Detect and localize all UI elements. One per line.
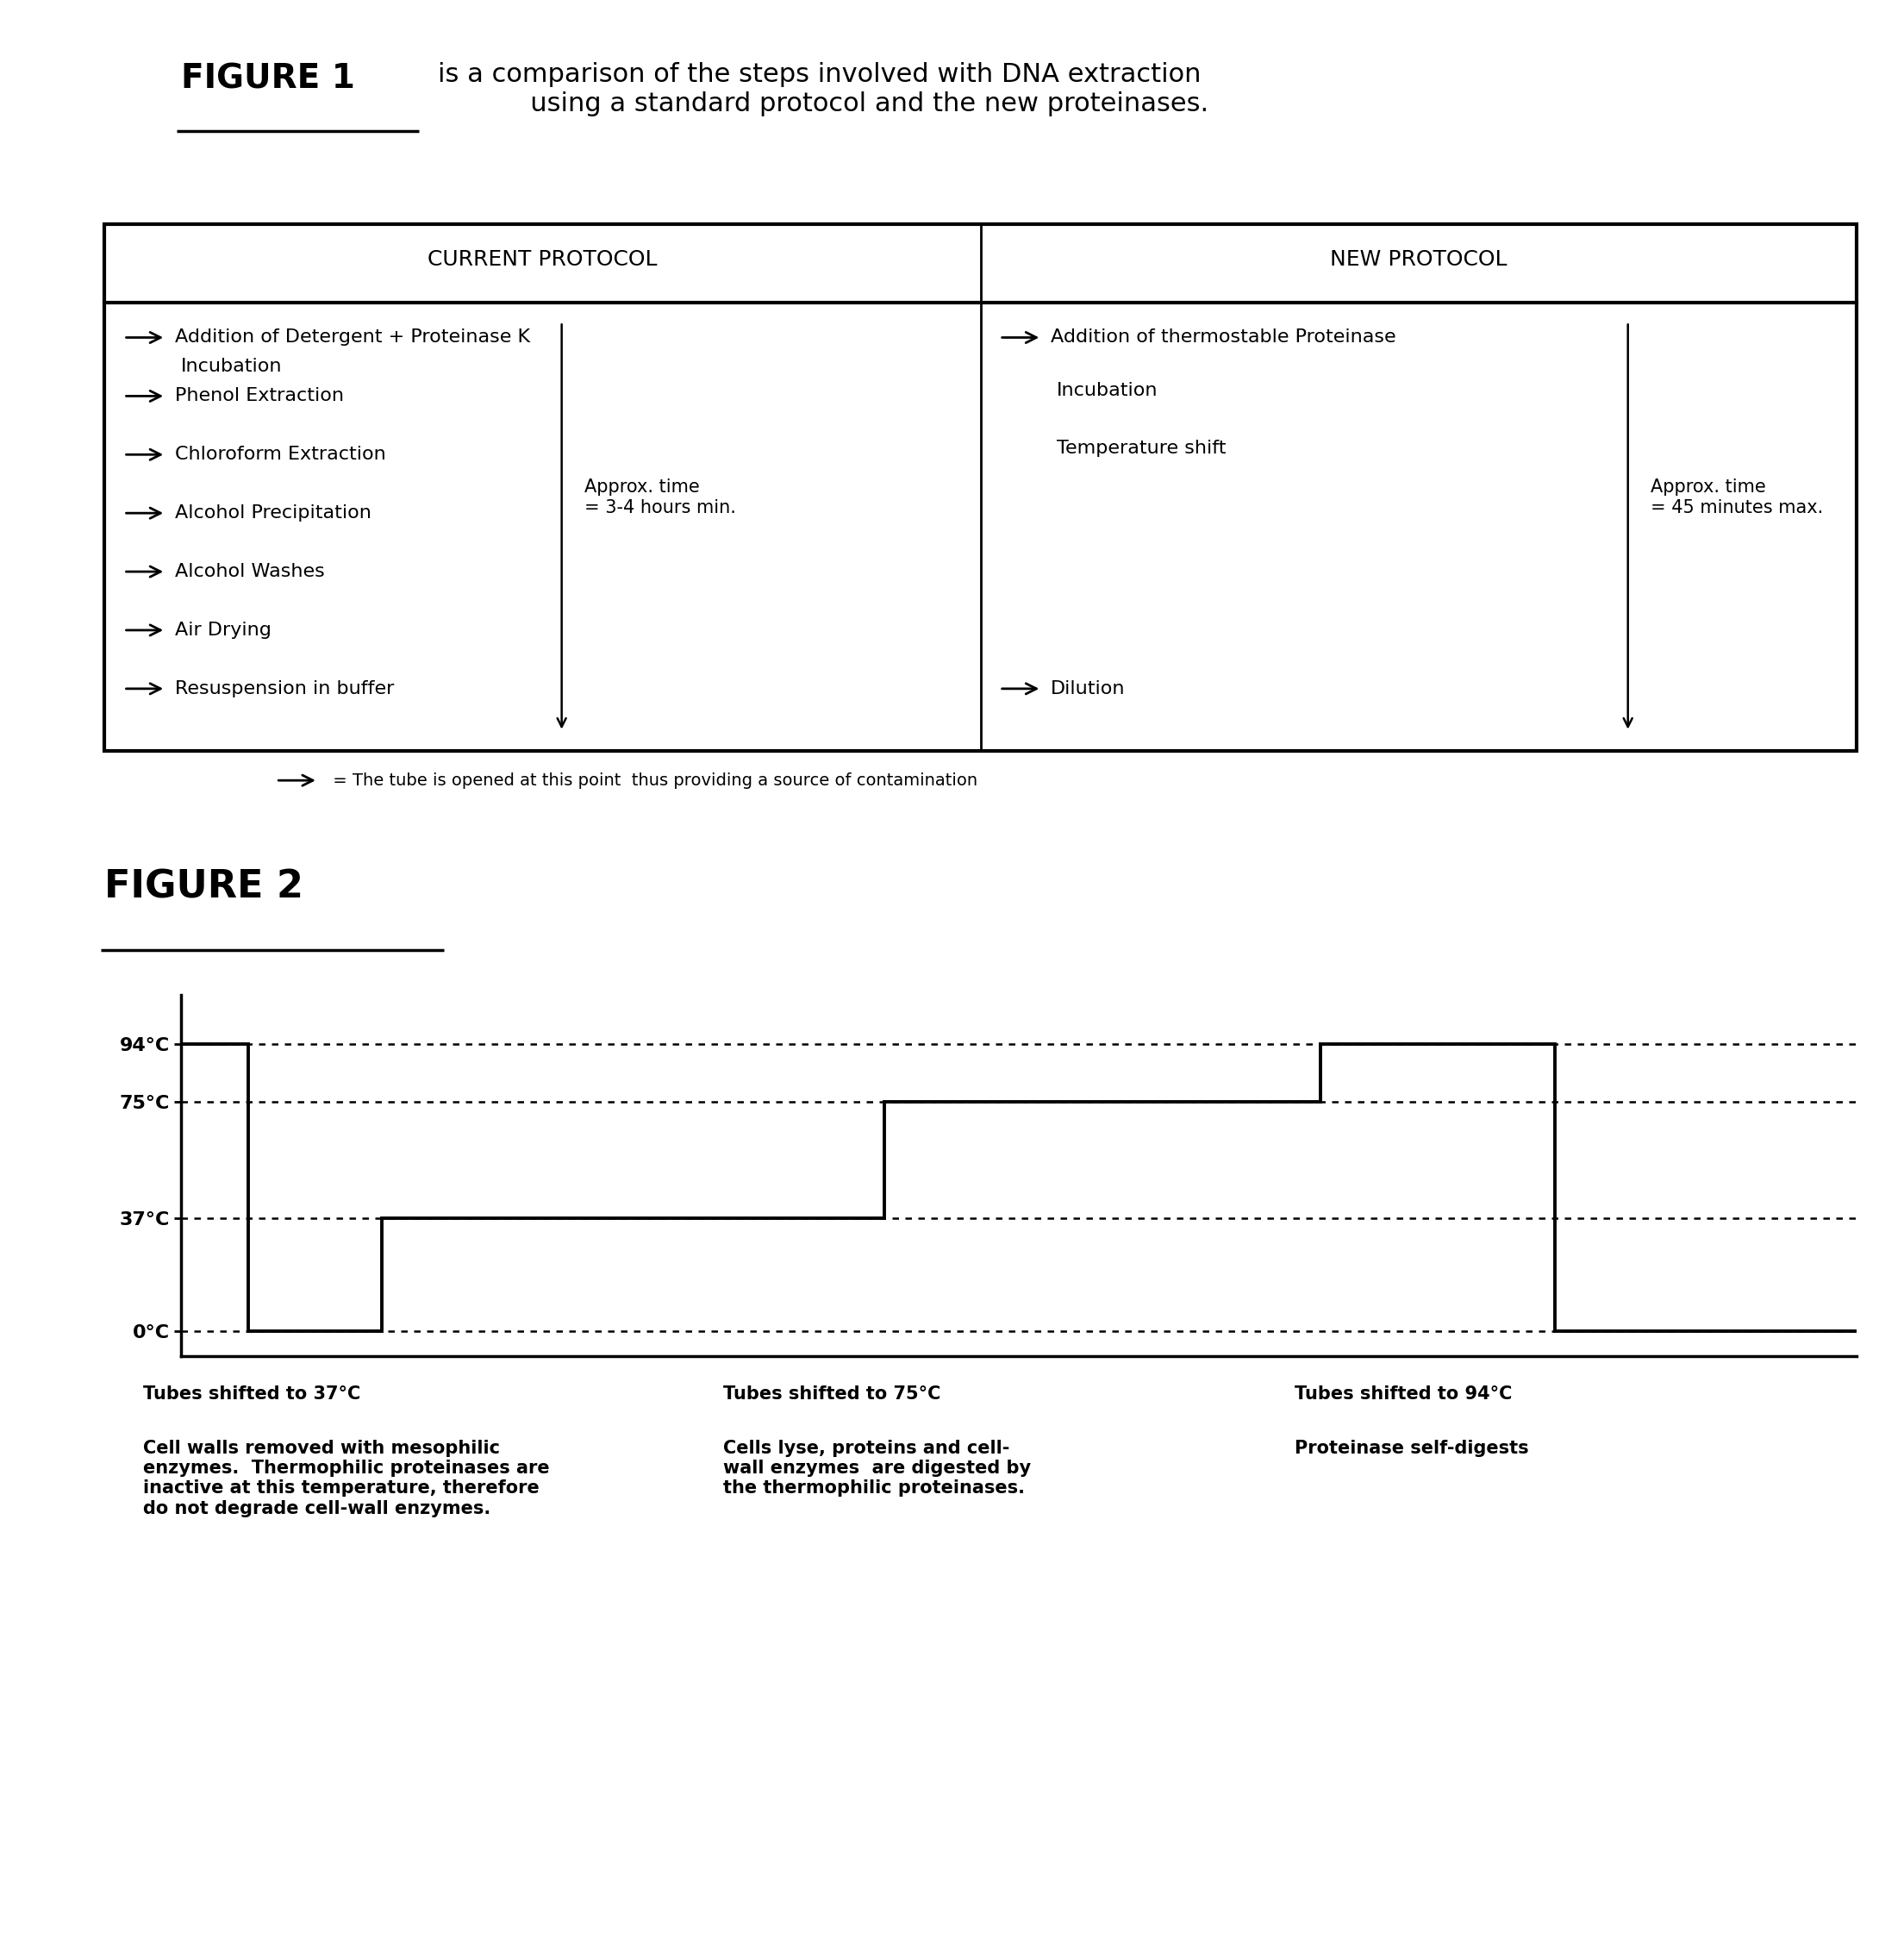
Text: Cell walls removed with mesophilic
enzymes.  Thermophilic proteinases are
inacti: Cell walls removed with mesophilic enzym… (143, 1440, 550, 1518)
Text: Approx. time
= 3-4 hours min.: Approx. time = 3-4 hours min. (585, 478, 737, 517)
Text: Temperature shift: Temperature shift (1057, 441, 1226, 457)
Text: Tubes shifted to 94°C: Tubes shifted to 94°C (1295, 1385, 1512, 1403)
Text: Tubes shifted to 37°C: Tubes shifted to 37°C (143, 1385, 360, 1403)
Text: Phenol Extraction: Phenol Extraction (175, 388, 345, 404)
Text: Tubes shifted to 75°C: Tubes shifted to 75°C (724, 1385, 941, 1403)
Text: Resuspension in buffer: Resuspension in buffer (175, 681, 394, 697)
Text: = The tube is opened at this point  thus providing a source of contamination: = The tube is opened at this point thus … (327, 773, 977, 788)
Text: Dilution: Dilution (1051, 681, 1125, 697)
Text: Incubation: Incubation (1057, 382, 1158, 398)
Text: Chloroform Extraction: Chloroform Extraction (175, 447, 387, 462)
Text: Air Drying: Air Drying (175, 622, 272, 638)
Text: CURRENT PROTOCOL: CURRENT PROTOCOL (428, 250, 657, 269)
Text: NEW PROTOCOL: NEW PROTOCOL (1329, 250, 1508, 269)
Text: Proteinase self-digests: Proteinase self-digests (1295, 1440, 1529, 1457)
Text: Incubation: Incubation (181, 359, 282, 375)
Text: Cells lyse, proteins and cell-
wall enzymes  are digested by
the thermophilic pr: Cells lyse, proteins and cell- wall enzy… (724, 1440, 1032, 1496)
Text: Approx. time
= 45 minutes max.: Approx. time = 45 minutes max. (1651, 478, 1824, 517)
Text: FIGURE 1: FIGURE 1 (181, 62, 354, 96)
Bar (105, 224, 1856, 751)
Text: FIGURE 2: FIGURE 2 (105, 868, 305, 905)
Text: Addition of thermostable Proteinase: Addition of thermostable Proteinase (1051, 330, 1396, 345)
Text: Addition of Detergent + Proteinase K: Addition of Detergent + Proteinase K (175, 330, 531, 345)
Text: Alcohol Washes: Alcohol Washes (175, 564, 326, 579)
Text: is a comparison of the steps involved with DNA extraction
           using a sta: is a comparison of the steps involved wi… (438, 62, 1209, 117)
Text: Alcohol Precipitation: Alcohol Precipitation (175, 505, 371, 521)
